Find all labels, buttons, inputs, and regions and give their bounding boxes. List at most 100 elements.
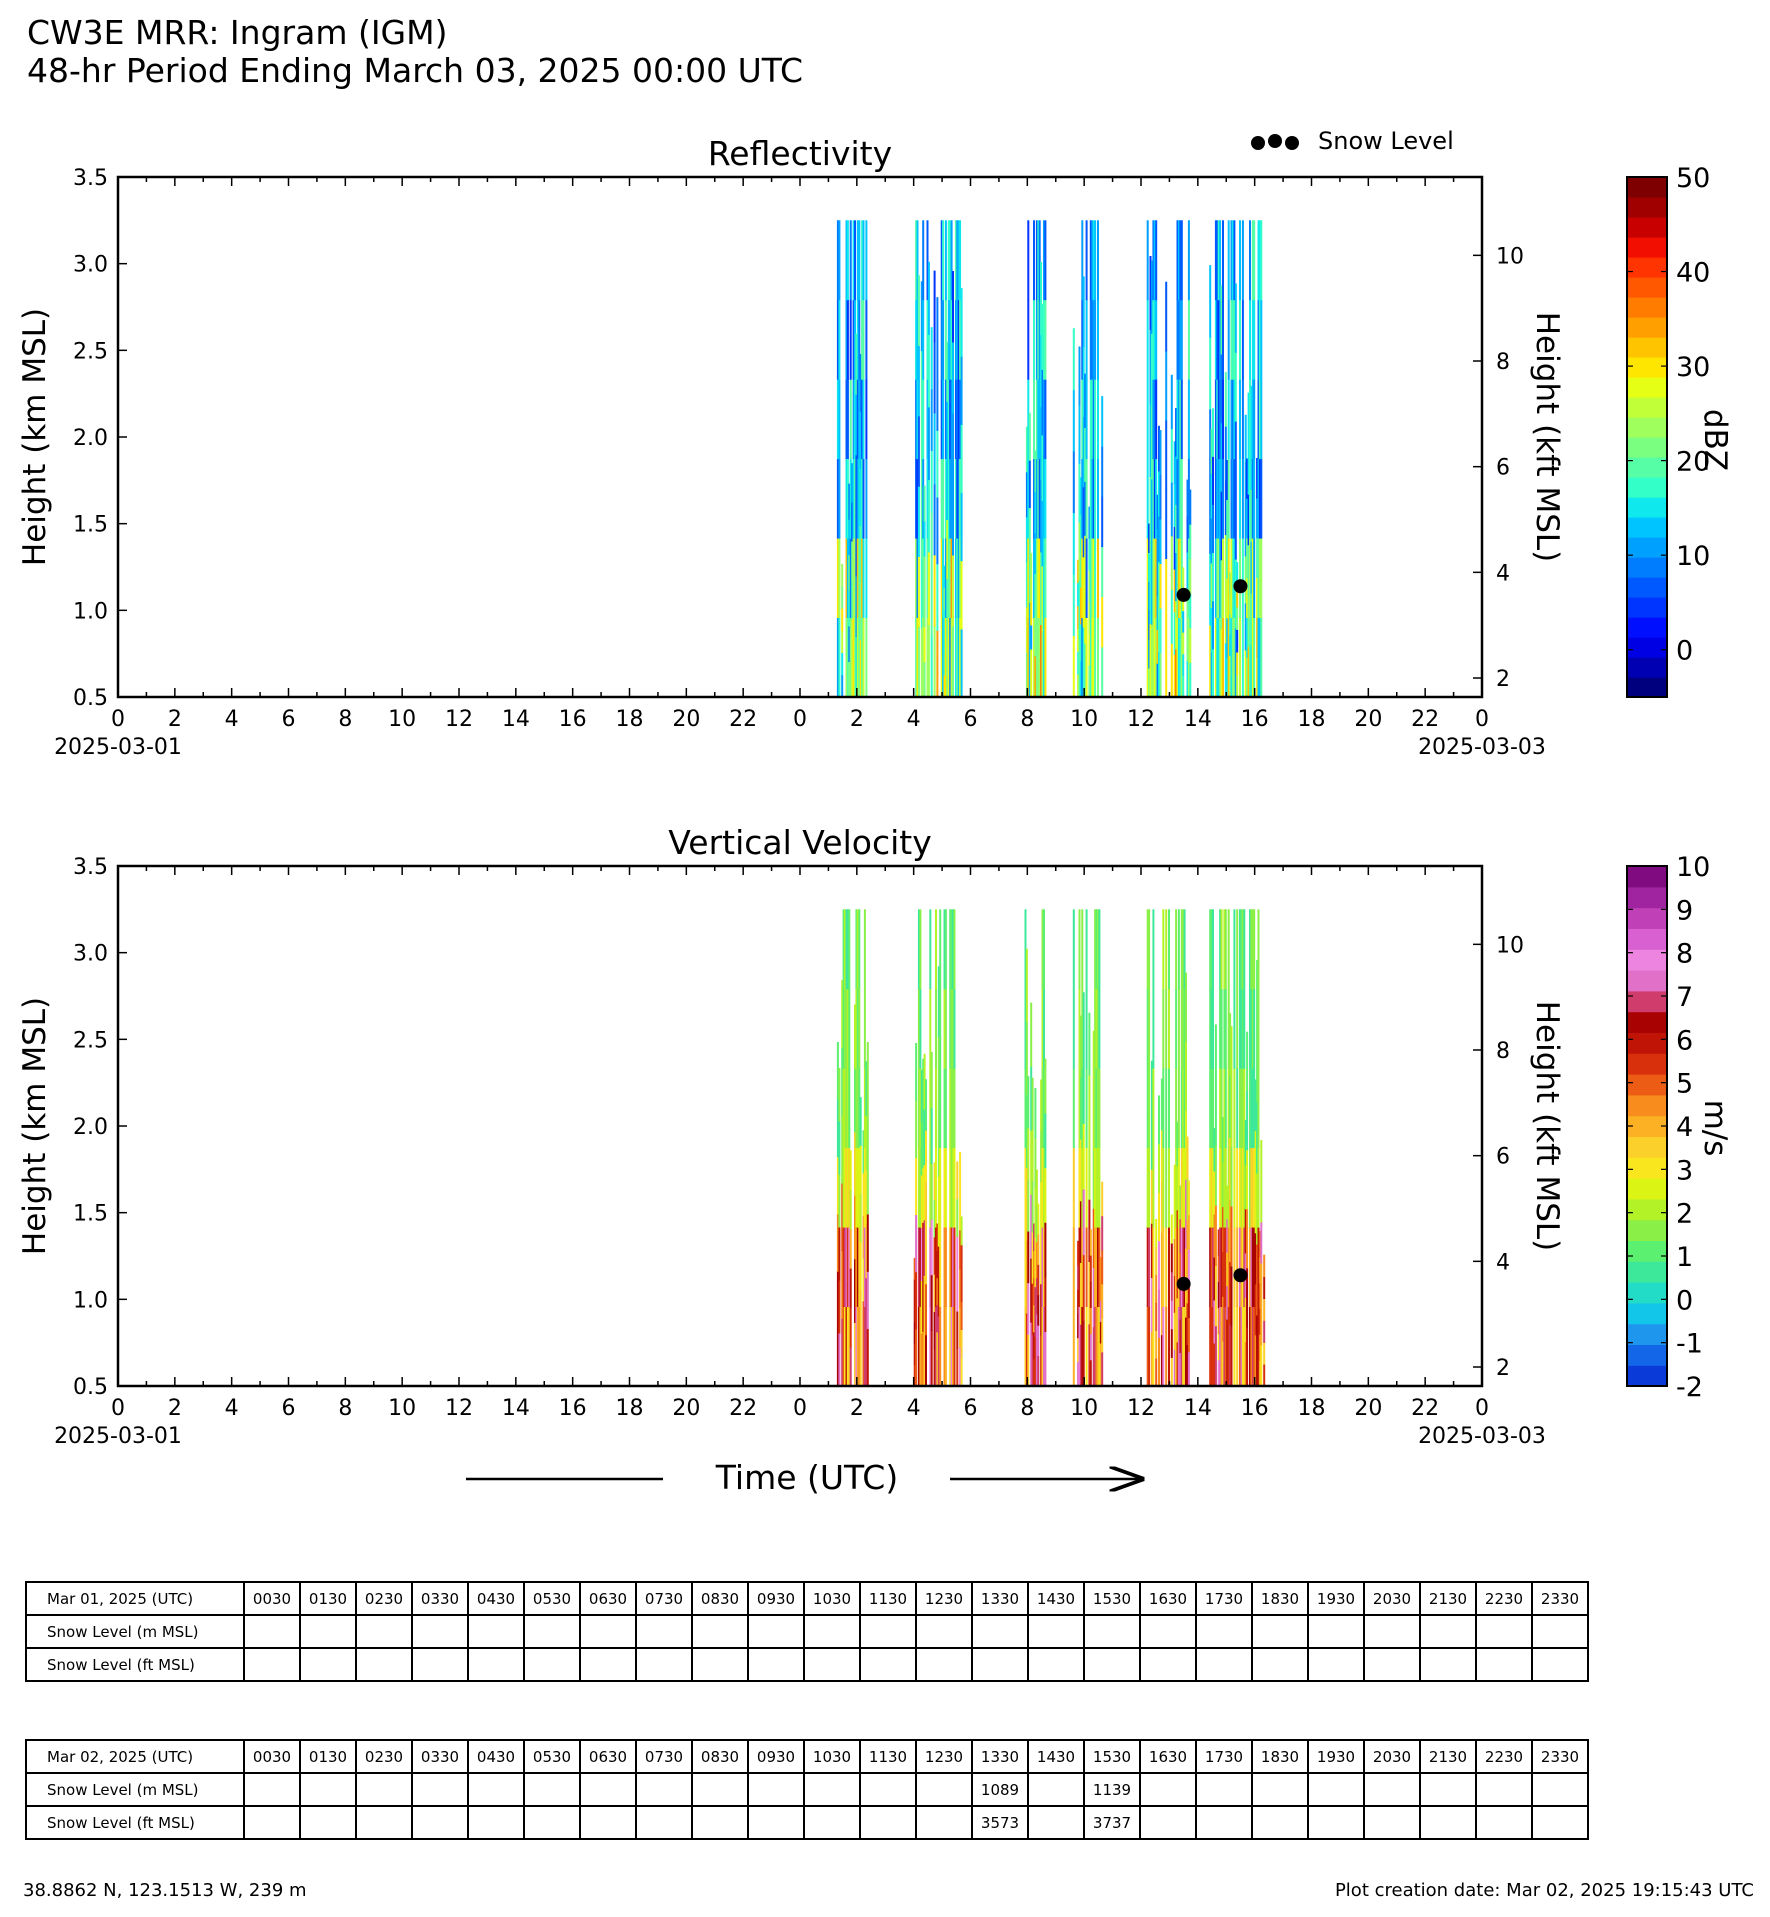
data-stripe (1072, 451, 1075, 514)
data-stripe (1185, 1179, 1187, 1249)
table-time-header: 0330 (411, 1739, 469, 1774)
data-stripe (1078, 463, 1081, 523)
data-stripe (848, 1227, 851, 1307)
data-stripe (849, 220, 852, 301)
data-stripe (1217, 617, 1220, 698)
y-tick-label: 2.5 (73, 339, 108, 364)
data-stripe (854, 458, 856, 539)
x-tick-label: 0 (111, 1396, 125, 1421)
data-stripe (1038, 458, 1041, 539)
data-stripe (1212, 909, 1214, 990)
data-stripe (1239, 1147, 1241, 1228)
data-stripe (919, 1068, 922, 1149)
data-stripe (1223, 988, 1226, 1069)
data-stripe (930, 1274, 933, 1331)
data-stripe (836, 299, 839, 380)
data-stripe (1158, 516, 1160, 562)
data-stripe (1037, 379, 1040, 460)
data-stripe (1150, 1060, 1153, 1116)
data-stripe (1175, 600, 1178, 650)
table-time-header: 0830 (691, 1581, 749, 1616)
table-cell (1531, 1772, 1589, 1807)
data-stripe (1187, 1180, 1190, 1216)
data-stripe (1072, 328, 1075, 391)
data-stripe (933, 1236, 936, 1275)
data-stripe (1234, 628, 1237, 698)
data-stripe (1153, 299, 1156, 380)
data-stripe (1239, 909, 1241, 990)
data-stripe (1162, 1227, 1165, 1307)
x-tick-label: 0 (793, 1396, 807, 1421)
data-stripe (1213, 1300, 1216, 1344)
data-stripe (959, 220, 962, 301)
table-cell (1251, 1614, 1309, 1649)
data-stripe (859, 1241, 862, 1291)
data-stripe (922, 220, 925, 301)
data-stripe (1156, 494, 1159, 529)
data-stripe (957, 617, 960, 698)
data-stripe (1091, 220, 1094, 301)
data-stripe (1253, 220, 1256, 301)
data-stripe (1212, 600, 1214, 650)
data-stripe (952, 342, 954, 414)
data-stripe (858, 1306, 861, 1387)
y-right-axis-label: Height (kft MSL) (1529, 312, 1565, 563)
table-date-label: Mar 02, 2025 (UTC) (25, 1739, 245, 1774)
data-stripe (1160, 1232, 1163, 1284)
data-stripe (1233, 1306, 1236, 1387)
data-stripe (930, 1163, 933, 1220)
data-stripe (1236, 584, 1239, 608)
data-stripe (1226, 539, 1229, 579)
data-stripe (943, 609, 946, 632)
data-stripe (1217, 1229, 1220, 1256)
data-stripe (960, 1357, 963, 1387)
data-stripe (1173, 1275, 1176, 1313)
data-stripe (865, 458, 868, 539)
table-time-header: 1830 (1251, 1581, 1309, 1616)
data-stripe (944, 299, 947, 380)
x-tick-label: 18 (616, 707, 644, 732)
data-stripe (1159, 652, 1162, 698)
table-time-header: 0730 (635, 1581, 693, 1616)
data-stripe (836, 1214, 839, 1272)
data-stripe (1219, 458, 1222, 539)
data-stripe (1025, 561, 1028, 608)
data-stripe (1037, 1355, 1040, 1387)
data-stripe (1244, 1297, 1247, 1343)
data-stripe (1210, 1068, 1213, 1149)
data-stripe (1243, 909, 1246, 990)
legend-label: Snow Level (1318, 127, 1454, 155)
data-stripe (1257, 379, 1260, 460)
data-stripe (915, 617, 918, 698)
colorbar-segment (1627, 497, 1667, 518)
data-stripe (952, 413, 954, 485)
data-stripe (1089, 538, 1092, 618)
data-stripe (1244, 1208, 1247, 1254)
data-stripe (1173, 483, 1176, 527)
data-stripe (845, 458, 848, 539)
data-stripe (1094, 379, 1097, 460)
data-stripe (846, 617, 849, 698)
data-stripe (1152, 299, 1155, 380)
data-stripe (1224, 642, 1227, 698)
data-stripe (1168, 1147, 1170, 1228)
data-stripe (838, 299, 841, 380)
data-stripe (1089, 379, 1092, 460)
data-stripe (1177, 220, 1180, 301)
data-stripe (849, 1189, 852, 1230)
data-stripe (838, 220, 841, 301)
x-tick-label: 18 (1298, 1396, 1326, 1421)
data-stripe (1212, 456, 1214, 505)
data-stripe (1078, 1306, 1081, 1387)
data-stripe (1180, 1306, 1183, 1387)
data-stripe (1239, 220, 1241, 301)
data-stripe (1177, 1068, 1180, 1149)
table-cell (1531, 1805, 1589, 1840)
data-stripe (1043, 988, 1045, 1069)
data-stripe (943, 988, 946, 1069)
data-stripe (1077, 1289, 1080, 1314)
data-stripe (1091, 299, 1094, 380)
table-cell (747, 1614, 805, 1649)
data-stripe (1230, 299, 1233, 380)
data-stripe (844, 988, 846, 1069)
